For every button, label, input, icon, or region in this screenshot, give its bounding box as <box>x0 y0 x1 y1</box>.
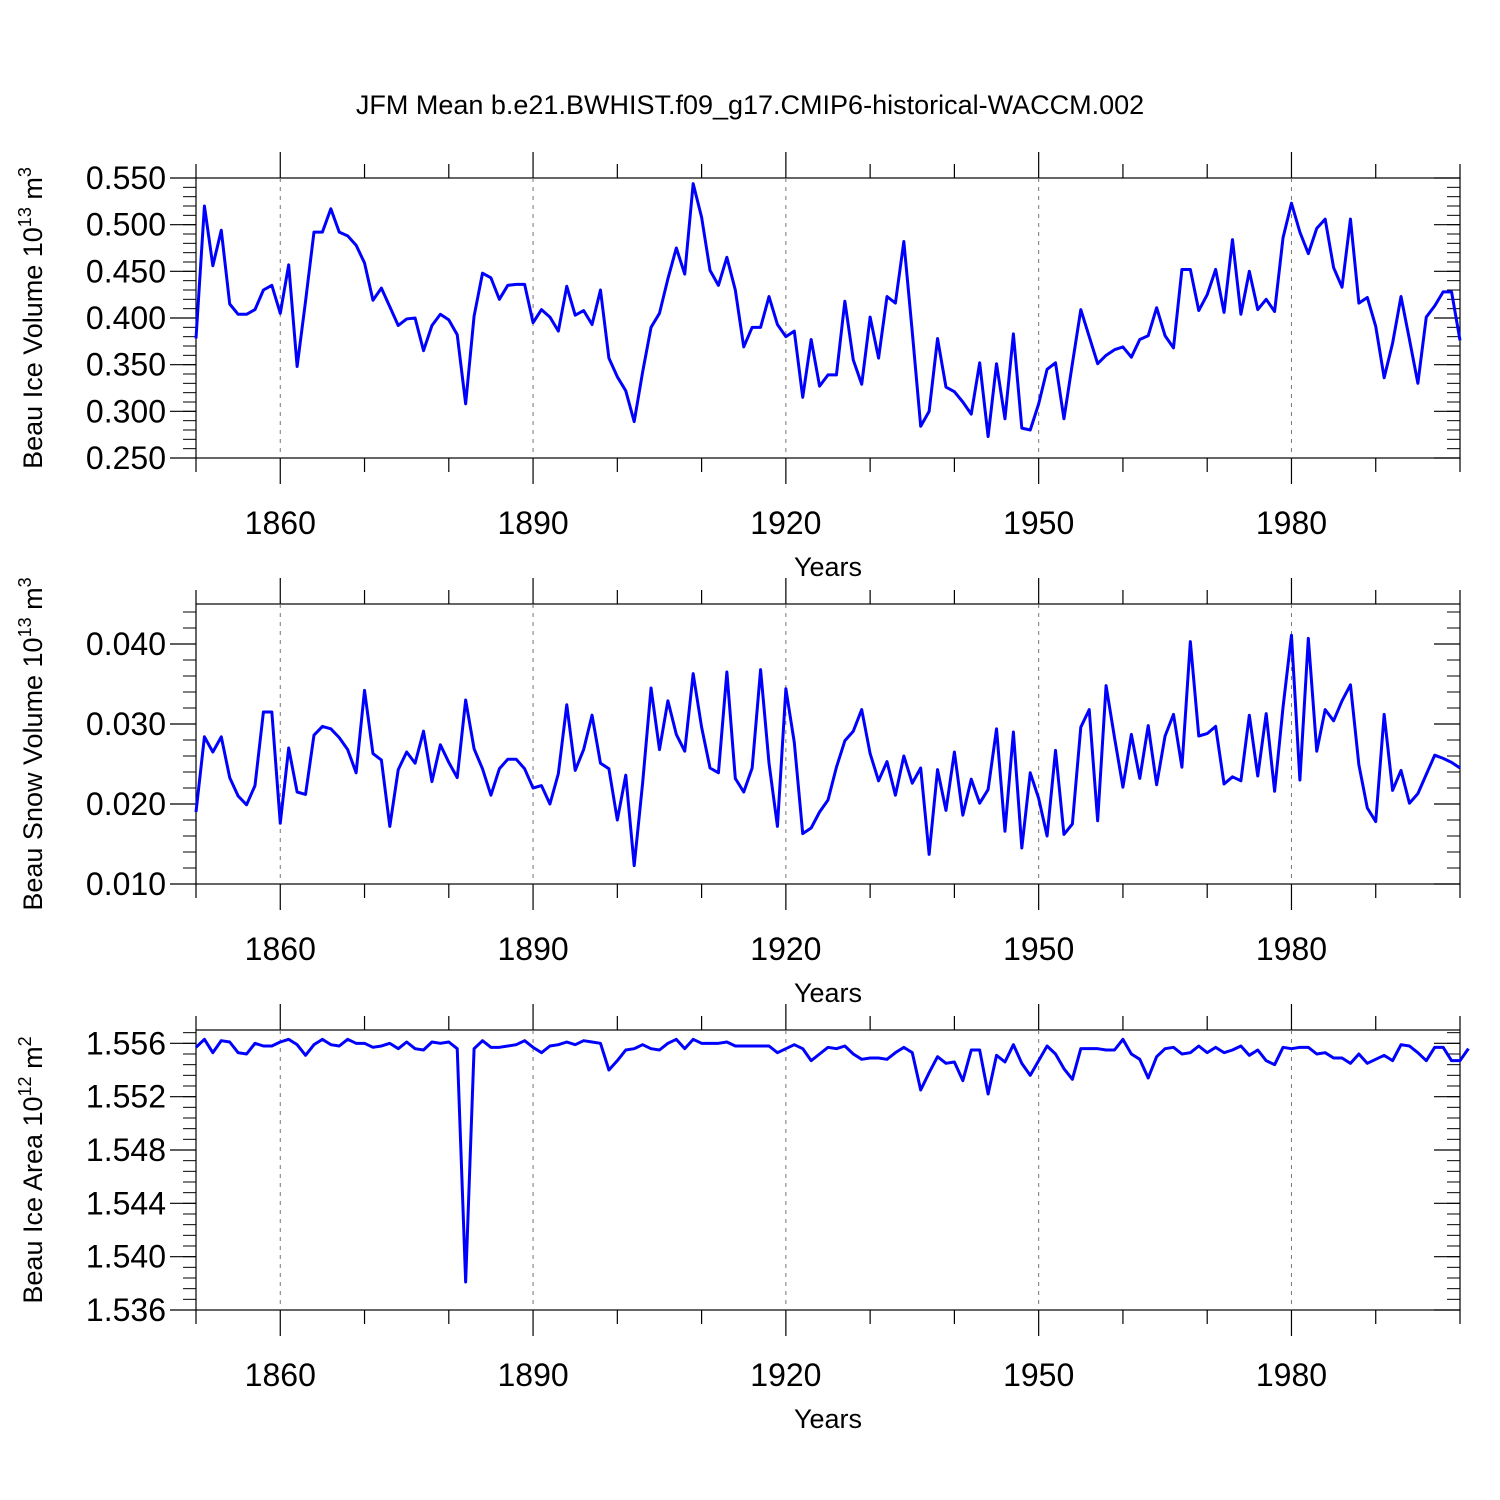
ice-area-ytick-label-1.540: 1.540 <box>86 1239 166 1275</box>
ice-volume-yaxis-label-main: Beau Ice Volume 10 <box>18 227 48 469</box>
ice-volume-ytick-label-0.300: 0.300 <box>86 393 166 429</box>
snow-volume-yaxis-label-unit: m <box>18 587 48 617</box>
ice-volume-ytick-label-0.400: 0.400 <box>86 300 166 336</box>
ice-volume-series-line <box>194 182 1462 439</box>
snow-volume-yaxis-label: Beau Snow Volume 1013 m3 <box>15 577 48 910</box>
snow-volume-ytick-label-0.040: 0.040 <box>86 626 166 662</box>
ice-area-yaxis-label-main: Beau Ice Area 10 <box>18 1096 48 1303</box>
ice-volume-xaxis-label: Years <box>794 552 862 582</box>
ice-volume-panel: 1860 1890 1920 1950 1980 Years 0.250 0.300 0.350… <box>15 152 1462 582</box>
snow-volume-xtick-label-1980: 1980 <box>1256 931 1327 967</box>
ice-area-ytick-label-1.552: 1.552 <box>86 1079 166 1115</box>
ice-volume-yaxis-label: Beau Ice Volume 1013 m3 <box>15 167 48 469</box>
ice-area-xaxis-label: Years <box>794 1404 862 1434</box>
ice-area-xtick-label-1950: 1950 <box>1003 1357 1074 1393</box>
ice-area-ytick-label-1.536: 1.536 <box>86 1292 166 1328</box>
snow-volume-ytick-label-0.020: 0.020 <box>86 786 166 822</box>
snow-volume-yaxis-label-main: Beau Snow Volume 10 <box>18 637 48 910</box>
ice-area-ytick-label-1.548: 1.548 <box>86 1132 166 1168</box>
ice-area-ytick-label-1.556: 1.556 <box>86 1025 166 1061</box>
ice-area-xtick-label-1860: 1860 <box>245 1357 316 1393</box>
ice-area-ytick-label-1.544: 1.544 <box>86 1185 166 1221</box>
ice-area-plot-frame <box>195 1029 1461 1311</box>
ice-volume-ytick-label-0.450: 0.450 <box>86 253 166 289</box>
ice-area-yaxis-label-unit: m <box>18 1046 48 1076</box>
ice-volume-ytick-label-0.250: 0.250 <box>86 440 166 476</box>
chart-title: JFM Mean b.e21.BWHIST.f09_g17.CMIP6-hist… <box>356 90 1144 120</box>
ice-volume-yaxis-label-unit: m <box>18 177 48 207</box>
snow-volume-yaxis-label-unit-exponent: 3 <box>15 577 35 587</box>
ice-area-xtick-label-1890: 1890 <box>497 1357 568 1393</box>
snow-volume-xtick-label-1860: 1860 <box>245 931 316 967</box>
ice-volume-ytick-label-0.350: 0.350 <box>86 347 166 383</box>
ice-area-series-line <box>194 1037 1470 1284</box>
chart-panels: 1860 1890 1920 1950 1980 Years 0.250 0.300 0.350… <box>15 152 1470 1434</box>
snow-volume-ytick-label-0.010: 0.010 <box>86 866 166 902</box>
ice-area-xtick-label-1980: 1980 <box>1256 1357 1327 1393</box>
ice-volume-xtick-label-1920: 1920 <box>750 505 821 541</box>
snow-volume-yaxis-label-exponent: 13 <box>15 617 35 637</box>
ice-area-panel: 1860 1890 1920 1950 1980 Years 1.536 1.540 1.544… <box>15 1004 1470 1434</box>
ice-area-yaxis-label-exponent: 12 <box>15 1076 35 1096</box>
snow-volume-ytick-label-0.030: 0.030 <box>86 706 166 742</box>
snow-volume-plot-frame <box>195 603 1461 885</box>
snow-volume-xtick-label-1950: 1950 <box>1003 931 1074 967</box>
ice-area-yaxis-label-unit-exponent: 2 <box>15 1036 35 1046</box>
ice-volume-plot-frame <box>195 177 1461 459</box>
ice-volume-xtick-label-1980: 1980 <box>1256 505 1327 541</box>
snow-volume-xtick-label-1890: 1890 <box>497 931 568 967</box>
snow-volume-xaxis-label: Years <box>794 978 862 1008</box>
snow-volume-panel: 1860 1890 1920 1950 1980 Years 0.010 0.020 0.030… <box>15 577 1461 1008</box>
ice-volume-ytick-label-0.500: 0.500 <box>86 207 166 243</box>
snow-volume-xtick-label-1920: 1920 <box>750 931 821 967</box>
ice-volume-ytick-label-0.550: 0.550 <box>86 160 166 196</box>
ice-volume-yaxis-label-unit-exponent: 3 <box>15 167 35 177</box>
ice-volume-yaxis-label-exponent: 13 <box>15 207 35 227</box>
ice-area-xtick-label-1920: 1920 <box>750 1357 821 1393</box>
ice-area-yaxis-label: Beau Ice Area 1012 m2 <box>15 1036 48 1303</box>
ice-volume-xtick-label-1890: 1890 <box>497 505 568 541</box>
snow-volume-series-line <box>194 633 1461 868</box>
ice-volume-xtick-label-1860: 1860 <box>245 505 316 541</box>
ice-volume-xtick-label-1950: 1950 <box>1003 505 1074 541</box>
